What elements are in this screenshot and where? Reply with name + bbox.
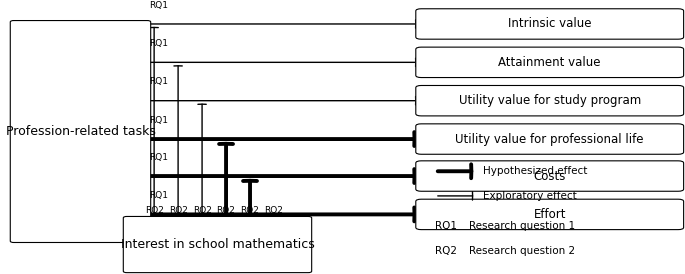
Text: RQ1: RQ1 <box>149 191 169 200</box>
Text: Hypothesized effect: Hypothesized effect <box>483 166 587 176</box>
Text: Costs: Costs <box>534 170 566 182</box>
Text: Utility value for professional life: Utility value for professional life <box>456 133 644 145</box>
FancyBboxPatch shape <box>416 124 684 154</box>
Text: RQ1: RQ1 <box>149 1 169 10</box>
Text: RQ2: RQ2 <box>264 206 284 215</box>
Text: RQ2: RQ2 <box>216 206 236 215</box>
Text: Effort: Effort <box>534 208 566 221</box>
FancyBboxPatch shape <box>10 21 151 242</box>
Text: Exploratory effect: Exploratory effect <box>483 191 577 201</box>
FancyBboxPatch shape <box>123 216 312 273</box>
Text: Profession-related tasks: Profession-related tasks <box>5 125 155 138</box>
Text: Research question 2: Research question 2 <box>469 246 575 256</box>
Text: RQ2: RQ2 <box>192 206 212 215</box>
Text: RQ1: RQ1 <box>149 116 169 125</box>
FancyBboxPatch shape <box>416 47 684 78</box>
Text: RQ1: RQ1 <box>149 153 169 162</box>
Text: Utility value for study program: Utility value for study program <box>458 94 641 107</box>
FancyBboxPatch shape <box>416 85 684 116</box>
FancyBboxPatch shape <box>416 161 684 191</box>
Text: Intrinsic value: Intrinsic value <box>508 18 591 30</box>
Text: RQ2: RQ2 <box>145 206 164 215</box>
Text: Research question 1: Research question 1 <box>469 221 575 231</box>
Text: RQ2: RQ2 <box>435 246 457 256</box>
FancyBboxPatch shape <box>416 9 684 39</box>
Text: Attainment value: Attainment value <box>499 56 601 69</box>
Text: RQ1: RQ1 <box>149 39 169 48</box>
Text: Interest in school mathematics: Interest in school mathematics <box>121 238 314 251</box>
Text: RQ1: RQ1 <box>149 77 169 86</box>
Text: RQ2: RQ2 <box>169 206 188 215</box>
FancyBboxPatch shape <box>416 199 684 230</box>
Text: RQ1: RQ1 <box>435 221 457 231</box>
Text: RQ2: RQ2 <box>240 206 260 215</box>
